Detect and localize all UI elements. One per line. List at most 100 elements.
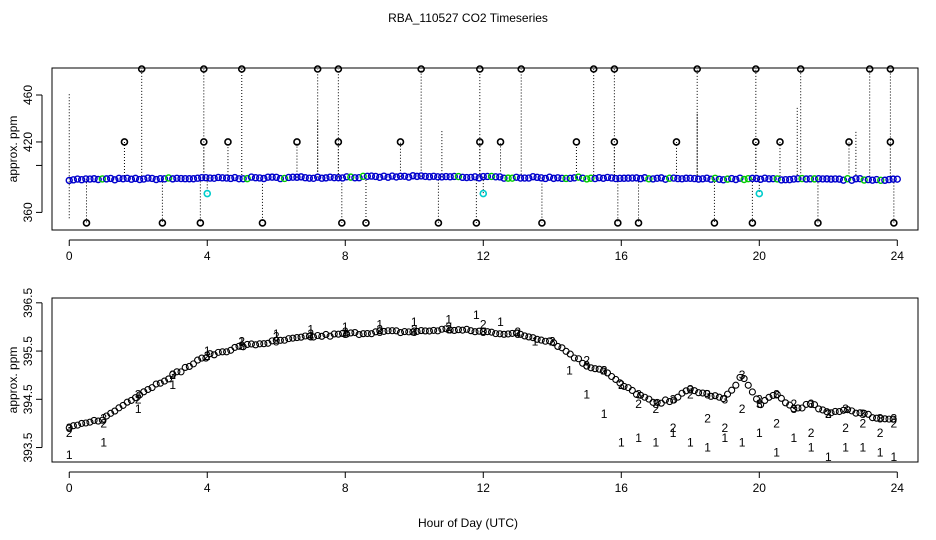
baseline-point [881,176,889,184]
series-1-marker: 1 [618,436,625,450]
baseline-point [748,174,757,183]
baseline-point [856,175,864,183]
baseline-point [280,174,289,183]
baseline-point [665,174,674,182]
baseline-point [193,174,202,182]
baseline-point [140,175,148,183]
series-3-circle [608,372,616,381]
baseline-point [450,172,458,181]
baseline-point [744,175,752,183]
series-3-marker: 3 [877,412,884,426]
baseline-point [533,173,541,182]
series-1-marker: 1 [687,436,694,450]
bottom-panel: approx. ppm 0 4 8 12 16 20 24393.5394.5395.539… [6,287,919,495]
series-3-circle [338,329,347,338]
outlier-point-high [796,65,805,73]
series-3-circle [699,389,707,397]
baseline-point [810,175,819,183]
bottom-x-tick-label: 0 [66,481,73,495]
series-3-circle [160,377,169,385]
series-3-circle [189,360,198,368]
series-1-marker: 1 [825,450,832,464]
baseline-point [624,174,632,182]
series-1-marker: 1 [100,436,107,450]
highlight-point [479,189,488,198]
series-3-circle [194,356,202,364]
series-3-circle [554,342,562,351]
series-3-circle [380,327,388,335]
baseline-point [173,174,181,183]
series-3-circle [86,418,94,426]
baseline-point [715,175,723,183]
series-3-circle [305,332,313,340]
series-3-circle [334,330,342,338]
baseline-point [309,174,318,183]
baseline-point [247,173,256,181]
series-3-circle [65,424,73,432]
series-1-marker: 1 [445,313,452,327]
baseline-point [491,173,500,181]
series-3-circle [839,406,848,414]
baseline-point [823,175,831,183]
baseline-point [127,175,136,183]
series-3-circle [177,368,185,376]
baseline-point [587,174,595,182]
outlier-point-low [614,219,622,227]
baseline-point [475,174,483,182]
series-3-circle [802,400,810,408]
outlier-point-low [338,219,346,227]
series-3-circle [641,393,649,401]
series-2-marker: 2 [808,426,815,440]
baseline-point [612,174,620,183]
outlier-point-high [137,65,146,73]
baseline-point [181,175,189,183]
baseline-point [554,174,562,182]
baseline-point [148,174,156,183]
series-3-circle [612,375,620,384]
series-3-marker: 3 [100,412,107,426]
outlier-point-low [890,219,898,227]
series-3-circle [289,334,297,342]
baseline-point [765,175,773,183]
series-3-circle [591,365,599,373]
series-3-circle [835,408,843,416]
baseline-point [222,174,231,182]
series-3-circle [504,330,512,338]
baseline-point [214,173,222,182]
series-3-circle [231,343,239,351]
series-3-marker: 3 [273,334,280,348]
baseline-point [405,173,413,181]
baseline-point [814,175,823,183]
baseline-point [574,173,583,181]
bottom-x-tick-label: 20 [753,481,767,495]
baseline-point [458,173,467,182]
series-3-circle [719,395,727,403]
series-2-marker: 2 [739,402,746,416]
series-3-marker: 3 [773,387,780,401]
series-3-circle [173,368,181,376]
baseline-point [603,173,612,182]
series-3-circle [252,341,260,349]
series-3-circle [78,419,86,427]
series-3-circle [438,325,446,333]
series-3-circle [533,335,541,343]
top-panel: approx. ppm 0 4 8 12 16 20 24 360 420 460 [6,65,919,263]
baseline-point [376,173,384,182]
baseline-point [591,174,599,183]
series-3-circle [471,328,479,336]
outlier-point-420 [610,138,619,146]
baseline-point [471,173,479,181]
series-3-circle [309,333,318,341]
baseline-point [227,174,235,183]
series-3-circle [508,329,516,337]
baseline-point [566,174,574,183]
outlier-point-420 [224,138,232,146]
baseline-point [885,175,893,184]
series-3-circle [82,419,90,427]
outlier-point-420 [886,138,895,146]
chart-title: RBA_110527 CO2 Timeseries [388,11,548,25]
series-3-circle [848,407,856,415]
baseline-point [243,174,251,183]
series-3-marker: 3 [376,325,383,339]
series-3-circle [773,390,781,399]
